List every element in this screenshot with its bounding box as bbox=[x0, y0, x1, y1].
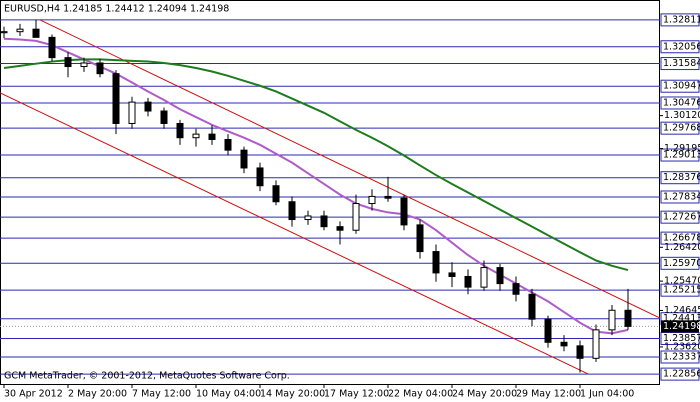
level-box bbox=[660, 40, 700, 54]
candle-body bbox=[416, 224, 424, 253]
candle-body bbox=[480, 267, 488, 288]
level-label: 1.29013 bbox=[663, 150, 700, 161]
candle-body bbox=[352, 203, 360, 231]
level-label: 1.26678 bbox=[663, 233, 700, 244]
x-tick-label: 30 Apr 2012 bbox=[4, 389, 63, 400]
level-label: 1.30947 bbox=[663, 81, 700, 92]
candle-body bbox=[96, 62, 104, 75]
level-label: 1.27267 bbox=[663, 212, 700, 223]
level-label: 1.31584 bbox=[663, 58, 700, 69]
candle-body bbox=[560, 341, 568, 347]
level-label: 1.28376 bbox=[663, 172, 700, 183]
candle-body bbox=[144, 101, 152, 112]
x-tick-label: 22 May 04:00 bbox=[388, 389, 453, 400]
level-label: 1.23857 bbox=[663, 333, 700, 344]
level-box bbox=[660, 210, 700, 224]
level-box bbox=[660, 13, 700, 27]
candle-body bbox=[448, 272, 456, 277]
y-tick-label: 1.24645 bbox=[664, 305, 700, 316]
candle-body bbox=[208, 133, 216, 140]
y-tick-label: 1.29195 bbox=[664, 143, 700, 154]
moving-average bbox=[3, 37, 629, 335]
candle-body bbox=[432, 251, 440, 274]
candle-body bbox=[496, 267, 504, 285]
x-tick-label: 2 May 20:00 bbox=[68, 389, 127, 400]
y-tick-label: 1.25470 bbox=[664, 276, 700, 287]
candle-body bbox=[576, 345, 584, 359]
candle-body bbox=[192, 133, 200, 139]
candle-body bbox=[304, 215, 312, 221]
level-box bbox=[660, 57, 700, 71]
level-box bbox=[660, 96, 700, 110]
candle-body bbox=[256, 167, 264, 187]
candle-body bbox=[112, 73, 120, 124]
level-label: 1.25970 bbox=[663, 258, 700, 269]
level-box bbox=[660, 79, 700, 93]
current-price-box bbox=[661, 320, 699, 333]
level-box bbox=[660, 231, 700, 245]
candle-body bbox=[368, 195, 376, 205]
candle-body bbox=[32, 28, 40, 38]
trendline bbox=[0, 92, 589, 375]
candle-body bbox=[624, 309, 632, 327]
moving-average bbox=[3, 58, 629, 272]
candle-body bbox=[224, 138, 232, 151]
candle-body bbox=[176, 122, 184, 139]
candle-body bbox=[400, 197, 408, 226]
candle-body bbox=[464, 275, 472, 288]
candle-body bbox=[240, 149, 248, 169]
candle-body bbox=[80, 62, 88, 68]
level-label: 1.32056 bbox=[663, 41, 700, 52]
x-tick-label: 17 May 12:00 bbox=[324, 389, 389, 400]
level-box bbox=[660, 190, 700, 204]
level-label: 1.32811 bbox=[663, 14, 700, 25]
current-price-label: 1.24198 bbox=[663, 321, 700, 332]
x-tick-label: 7 May 12:00 bbox=[132, 389, 191, 400]
level-box bbox=[660, 171, 700, 185]
x-tick-label: 10 May 04:00 bbox=[196, 389, 261, 400]
candle-body bbox=[592, 329, 600, 359]
candle-body bbox=[48, 36, 56, 59]
level-label: 1.23337 bbox=[663, 351, 700, 362]
level-box bbox=[660, 283, 700, 297]
level-label: 1.25215 bbox=[663, 285, 700, 296]
level-label: 1.22856 bbox=[663, 369, 700, 380]
level-box bbox=[660, 121, 700, 135]
candle-body bbox=[608, 309, 616, 331]
candle-body bbox=[128, 101, 136, 124]
candle-body bbox=[288, 201, 296, 221]
candle-body bbox=[16, 28, 24, 33]
trendline bbox=[39, 19, 661, 319]
level-box bbox=[660, 367, 700, 381]
x-tick-label: 29 May 12:00 bbox=[516, 389, 581, 400]
x-tick-label: 14 May 20:00 bbox=[260, 389, 325, 400]
level-label: 1.30476 bbox=[663, 97, 700, 108]
level-box bbox=[660, 350, 700, 364]
level-label: 1.29768 bbox=[663, 123, 700, 134]
level-box bbox=[660, 148, 700, 162]
level-box bbox=[660, 331, 700, 345]
y-tick-label: 1.26420 bbox=[664, 242, 700, 253]
candle-body bbox=[64, 57, 72, 68]
level-box bbox=[660, 256, 700, 270]
candle-body bbox=[0, 31, 8, 34]
candle-body bbox=[512, 283, 520, 295]
candle-body bbox=[528, 293, 536, 320]
level-label: 1.24413 bbox=[663, 313, 700, 324]
candle-body bbox=[384, 195, 392, 199]
footer: GCM MetaTrader, © 2001-2012, MetaQuotes … bbox=[4, 371, 290, 382]
y-tick-label: 1.30120 bbox=[664, 110, 700, 121]
candle-body bbox=[336, 226, 344, 231]
x-tick-label: 1 Jun 04:00 bbox=[580, 389, 634, 400]
candle-body bbox=[544, 318, 552, 343]
candle-body bbox=[320, 215, 328, 228]
candle-body bbox=[272, 185, 280, 203]
chart-title: EURUSD,H4 1.24185 1.24412 1.24094 1.2419… bbox=[4, 4, 229, 15]
y-tick-label: 1.23620 bbox=[664, 341, 700, 352]
level-label: 1.27834 bbox=[663, 191, 700, 202]
candle-body bbox=[160, 110, 168, 124]
x-tick-label: 24 May 20:00 bbox=[452, 389, 517, 400]
plot-frame bbox=[0, 0, 660, 385]
